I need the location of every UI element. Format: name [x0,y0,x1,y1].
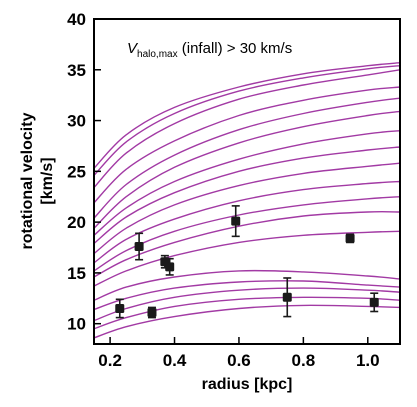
y-tick-label-2: 15 [67,264,86,283]
data-point-1 [115,303,125,313]
model-curve-12 [94,210,400,278]
model-curve-5 [94,97,400,219]
model-curves [94,62,400,339]
model-curve-9 [94,162,400,255]
model-curve-11 [94,196,400,272]
x-tick-label-3: 0.6 [227,351,251,370]
y-tick-label-3: 20 [67,213,86,232]
model-curve-16 [94,287,400,322]
y-axis-label-line2: [km/s] [39,157,56,204]
y-tick-label-7: 40 [67,10,86,29]
data-point-5 [165,262,175,272]
model-curve-6 [94,110,400,229]
data-point-9 [369,297,379,307]
axis-ticks: 0.2 0.4 0.6 0.8 1.0 10 15 20 25 30 35 40 [67,10,380,370]
data-point-7 [282,292,292,302]
model-curve-3 [94,69,400,189]
model-curve-17 [94,296,400,330]
model-curve-7 [94,130,400,236]
data-point-2 [134,242,144,251]
data-point-6 [231,216,241,226]
annotation-subscript: halo,max [137,49,178,60]
model-curve-13 [94,230,400,287]
model-curve-10 [94,180,400,264]
x-tick-label-5: 1.0 [356,351,380,370]
observed-points [115,205,379,319]
plot-frame [93,18,401,345]
x-axis-label: radius [kpc] [202,376,293,393]
annotation-symbol: V [127,40,139,57]
model-curve-14 [94,269,400,301]
y-tick-label-1: 10 [67,315,86,334]
data-point-3 [147,308,157,318]
data-point-8 [345,233,355,243]
model-curve-8 [94,146,400,245]
model-curve-15 [94,280,400,311]
annotation-label: Vhalo,max (infall) > 30 km/s [127,40,292,60]
model-curve-4 [94,86,400,204]
model-curve-18 [94,304,400,339]
y-tick-label-5: 30 [67,112,86,131]
y-tick-label-6: 35 [67,61,86,80]
y-tick-label-4: 25 [67,162,86,181]
model-curve-1 [94,62,400,169]
x-tick-label-4: 0.8 [292,351,316,370]
x-tick-label-1: 0.2 [98,351,122,370]
x-tick-label-2: 0.4 [163,351,187,370]
y-axis-label-line1: rotational velocity [19,112,36,249]
model-curve-2 [94,65,400,176]
annotation-text: (infall) > 30 km/s [178,40,293,57]
